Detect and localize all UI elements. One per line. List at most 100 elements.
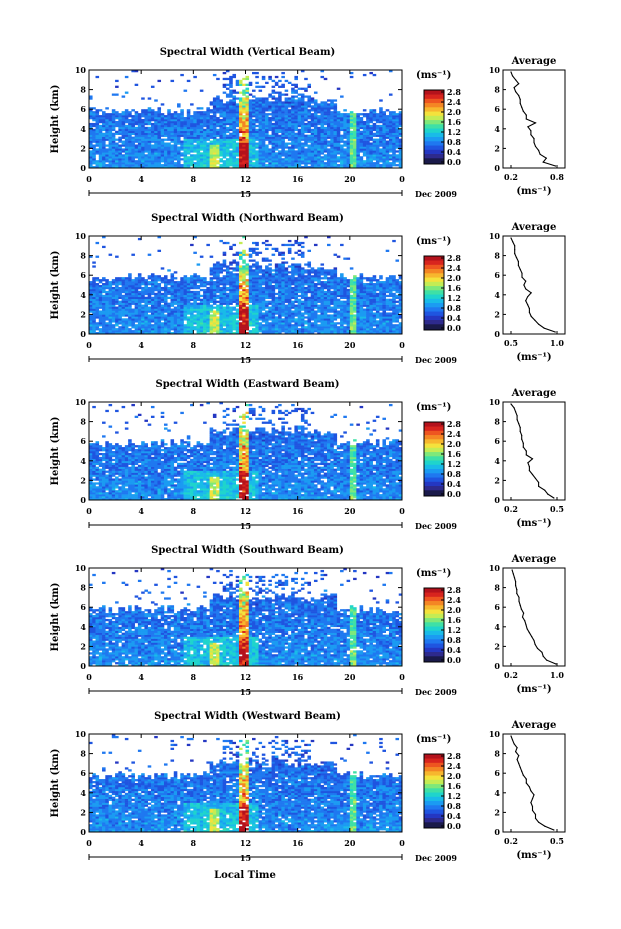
- profile-point: [525, 114, 527, 116]
- x-tick-label: 20: [344, 672, 356, 682]
- colorbar-tick-label: 2.4: [447, 263, 461, 273]
- colorbar-segment: [424, 315, 444, 321]
- profile-point: [542, 161, 544, 163]
- profile-point: [555, 663, 557, 665]
- colorbar-segment: [424, 622, 444, 627]
- colorbar-segment: [424, 422, 444, 427]
- colorbar-segment: [424, 145, 444, 150]
- profile-point: [518, 94, 520, 97]
- profile-point: [515, 411, 517, 413]
- profile-point: [510, 237, 512, 239]
- profile-point: [522, 446, 524, 448]
- profile-point: [533, 639, 535, 642]
- colorbar-tick-label: 0.4: [447, 313, 461, 323]
- profile-point: [554, 165, 557, 167]
- profile-y-tick-label: 8: [494, 749, 500, 759]
- profile-point: [525, 118, 527, 120]
- profile-point: [515, 79, 517, 81]
- colorbar-segment: [424, 485, 444, 491]
- colorbar-tick-label: 2.0: [447, 107, 461, 117]
- panel-title: Spectral Width (Vertical Beam): [160, 47, 336, 58]
- colorbar-segment: [424, 119, 444, 125]
- x-tick-label: 16: [292, 506, 304, 516]
- profile-point: [531, 798, 534, 800]
- profile-point: [519, 430, 521, 432]
- colorbar-frame: [423, 89, 445, 165]
- colorbar-segment: [424, 256, 444, 261]
- colorbar-tick-label: 2.8: [447, 585, 461, 595]
- heatmap-cells: [89, 734, 403, 833]
- x-tick-label: 4: [138, 506, 144, 516]
- colorbar-tick-label: 1.6: [447, 781, 461, 791]
- y-tick-label: 6: [80, 602, 86, 612]
- profile-y-tick-label: 10: [489, 563, 501, 573]
- profile-y-tick-label: 4: [494, 456, 500, 466]
- colorbar-segment: [424, 643, 444, 648]
- colorbar-segment: [424, 464, 444, 470]
- x-tick-label: 4: [138, 174, 144, 184]
- profile-point: [515, 585, 517, 587]
- profile-point: [546, 659, 548, 661]
- colorbar-segment: [424, 783, 444, 789]
- profile-x-label: (ms⁻¹): [516, 186, 551, 197]
- profile-x-tick-label: 0.2: [504, 836, 518, 846]
- profile-point: [516, 419, 518, 421]
- x-tick-label: 0: [399, 340, 405, 350]
- profile-point: [518, 83, 520, 85]
- colorbar-segment: [424, 439, 444, 444]
- profile-y-tick-label: 4: [494, 290, 500, 300]
- profile-point: [511, 569, 513, 571]
- panel-0: Spectral Width (Vertical Beam) Height (km…: [50, 47, 566, 199]
- profile-point: [519, 426, 521, 429]
- y-tick-label: 6: [80, 104, 86, 114]
- profile-point: [521, 438, 523, 440]
- x-tick-label: 20: [344, 174, 356, 184]
- profile-point: [530, 802, 532, 804]
- profile-point: [547, 493, 549, 495]
- profile-point: [518, 755, 520, 757]
- colorbar-segment: [424, 268, 444, 274]
- profile-x-tick-label: 0.2: [504, 504, 518, 514]
- colorbar-segment: [424, 813, 444, 819]
- x-tick-label: 0: [86, 672, 92, 682]
- profile-point: [528, 632, 531, 634]
- x-tick-label: 16: [292, 838, 304, 848]
- y-axis-label: Height (km): [50, 251, 61, 320]
- profile-x-label: (ms⁻¹): [516, 518, 551, 529]
- profile-point: [510, 735, 512, 737]
- colorbar-segment: [424, 302, 444, 308]
- colorbar-segment: [424, 98, 444, 104]
- colorbar-segment: [424, 613, 444, 619]
- colorbar-unit: (ms⁻¹): [416, 70, 451, 81]
- y-tick-label: 8: [80, 85, 86, 95]
- colorbar-segment: [424, 771, 444, 776]
- profile-point: [525, 450, 527, 452]
- colorbar-segment: [424, 285, 444, 291]
- profile-point: [521, 434, 523, 436]
- colorbar-segment: [424, 609, 444, 614]
- colorbar-segment: [424, 758, 444, 763]
- profile-frame: [502, 235, 566, 335]
- x-tick-label: 0: [399, 174, 405, 184]
- profile-point: [518, 596, 520, 599]
- heatmap-cells: [89, 236, 403, 335]
- profile-point: [538, 149, 540, 151]
- profile-x-tick-label: 0.2: [504, 670, 518, 680]
- y-tick-label: 2: [80, 807, 86, 817]
- profile-y-tick-label: 2: [494, 475, 500, 485]
- x-tick-label: 16: [292, 174, 304, 184]
- x-axis-label: Local Time: [214, 870, 276, 881]
- profile-title: Average: [511, 388, 557, 399]
- profile-y-tick-label: 8: [494, 85, 500, 95]
- profile-y-tick-label: 0: [494, 495, 500, 505]
- y-tick-label: 10: [75, 563, 87, 573]
- profile-point: [519, 102, 521, 104]
- profile-point: [516, 589, 518, 591]
- profile-point: [534, 319, 536, 321]
- colorbar-unit: (ms⁻¹): [416, 734, 451, 745]
- colorbar-segment: [424, 281, 444, 287]
- profile-point: [522, 110, 524, 112]
- y-tick-label: 4: [80, 788, 86, 798]
- colorbar-segment: [424, 626, 444, 631]
